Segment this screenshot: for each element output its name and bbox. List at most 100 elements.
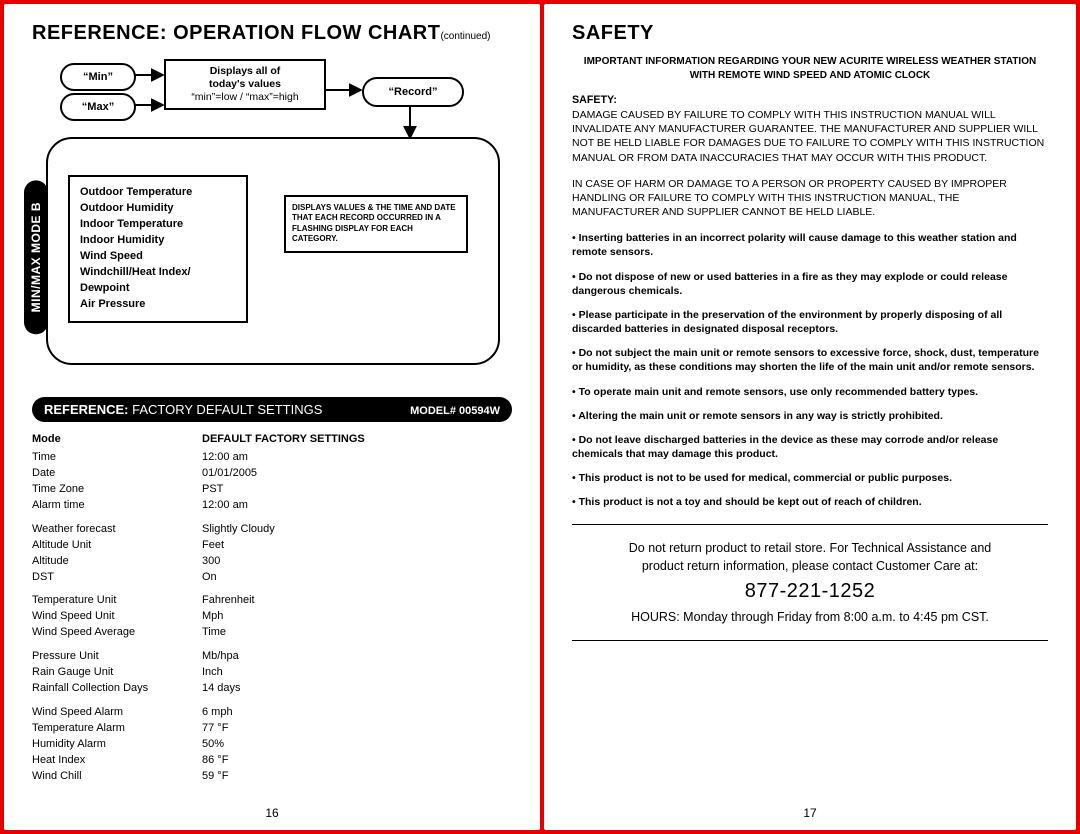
safety-p1: DAMAGE CAUSED BY FAILURE TO COMPLY WITH … bbox=[572, 108, 1048, 165]
title-left: REFERENCE: OPERATION FLOW CHART(continue… bbox=[32, 22, 512, 45]
defaults-reg: FACTORY DEFAULT SETTINGS bbox=[129, 402, 323, 417]
settings-mode: Rain Gauge Unit bbox=[32, 665, 202, 681]
page-right: SAFETY IMPORTANT INFORMATION REGARDING Y… bbox=[544, 4, 1076, 830]
settings-mode: Time Zone bbox=[32, 482, 202, 498]
settings-mode: Altitude bbox=[32, 554, 202, 570]
col-default: DEFAULT FACTORY SETTINGS bbox=[202, 432, 512, 448]
title-continued: (continued) bbox=[440, 31, 490, 42]
settings-mode: Wind Speed Alarm bbox=[32, 705, 202, 721]
settings-value: Mph bbox=[202, 609, 512, 625]
divider-bottom bbox=[572, 640, 1048, 641]
settings-value: 12:00 am bbox=[202, 498, 512, 514]
safety-bullet: • Do not dispose of new or used batterie… bbox=[572, 270, 1048, 298]
li: Dewpoint bbox=[80, 281, 236, 297]
settings-value: 300 bbox=[202, 554, 512, 570]
settings-row: Rain Gauge UnitInch bbox=[32, 665, 512, 681]
manual-spread: REFERENCE: OPERATION FLOW CHART(continue… bbox=[0, 0, 1080, 834]
defaults-model: MODEL# 00594W bbox=[410, 405, 500, 417]
settings-row: Altitude UnitFeet bbox=[32, 538, 512, 554]
settings-row: Date01/01/2005 bbox=[32, 466, 512, 482]
settings-value: Mb/hpa bbox=[202, 649, 512, 665]
settings-value: 77 °F bbox=[202, 721, 512, 737]
safety-bullet: • Inserting batteries in an incorrect po… bbox=[572, 231, 1048, 259]
display-l1: Displays all of bbox=[172, 65, 318, 78]
node-max: “Max” bbox=[60, 93, 136, 121]
safety-p2: IN CASE OF HARM OR DAMAGE TO A PERSON OR… bbox=[572, 177, 1048, 220]
settings-mode: Wind Chill bbox=[32, 769, 202, 785]
divider-top bbox=[572, 524, 1048, 525]
settings-value: PST bbox=[202, 482, 512, 498]
settings-mode: Altitude Unit bbox=[32, 538, 202, 554]
safety-bullet: • Please participate in the preservation… bbox=[572, 308, 1048, 336]
settings-row: Pressure UnitMb/hpa bbox=[32, 649, 512, 665]
settings-mode: Wind Speed Unit bbox=[32, 609, 202, 625]
settings-mode: DST bbox=[32, 570, 202, 586]
settings-value: On bbox=[202, 570, 512, 586]
settings-value: 12:00 am bbox=[202, 450, 512, 466]
page-number-right: 17 bbox=[544, 806, 1076, 820]
safety-subhead: SAFETY: bbox=[572, 94, 1048, 106]
contact-phone: 877-221-1252 bbox=[572, 577, 1048, 606]
settings-value: 01/01/2005 bbox=[202, 466, 512, 482]
safety-bullet: • Do not leave discharged batteries in t… bbox=[572, 433, 1048, 461]
settings-row: Wind Speed UnitMph bbox=[32, 609, 512, 625]
node-min: “Min” bbox=[60, 63, 136, 91]
settings-value: Slightly Cloudy bbox=[202, 522, 512, 538]
settings-row: Wind Chill59 °F bbox=[32, 769, 512, 785]
settings-mode: Temperature Unit bbox=[32, 593, 202, 609]
contact-l2: product return information, please conta… bbox=[572, 557, 1048, 575]
settings-value: 50% bbox=[202, 737, 512, 753]
settings-mode: Alarm time bbox=[32, 498, 202, 514]
settings-value: 59 °F bbox=[202, 769, 512, 785]
settings-mode: Pressure Unit bbox=[32, 649, 202, 665]
li: Outdoor Temperature bbox=[80, 185, 236, 201]
settings-row: Weather forecastSlightly Cloudy bbox=[32, 522, 512, 538]
settings-row: Rainfall Collection Days14 days bbox=[32, 681, 512, 697]
node-display: Displays all of today's values “min”=low… bbox=[164, 59, 326, 110]
settings-row: Altitude300 bbox=[32, 554, 512, 570]
col-mode: Mode bbox=[32, 432, 202, 448]
settings-value: Time bbox=[202, 625, 512, 641]
safety-bullet: • This product is not to be used for med… bbox=[572, 471, 1048, 485]
settings-row: Time ZonePST bbox=[32, 482, 512, 498]
settings-row: Alarm time12:00 am bbox=[32, 498, 512, 514]
li: Windchill/Heat Index/ bbox=[80, 265, 236, 281]
mode-tab: MIN/MAX MODE B bbox=[24, 180, 48, 334]
settings-row: DSTOn bbox=[32, 570, 512, 586]
settings-row: Humidity Alarm50% bbox=[32, 737, 512, 753]
safety-bullet: • Altering the main unit or remote senso… bbox=[572, 409, 1048, 423]
contact-hours: HOURS: Monday through Friday from 8:00 a… bbox=[572, 608, 1048, 626]
li: Outdoor Humidity bbox=[80, 201, 236, 217]
settings-mode: Humidity Alarm bbox=[32, 737, 202, 753]
contact-l1: Do not return product to retail store. F… bbox=[572, 539, 1048, 557]
settings-row: Wind Speed Alarm6 mph bbox=[32, 705, 512, 721]
safety-bullets: • Inserting batteries in an incorrect po… bbox=[572, 231, 1048, 509]
settings-table: Mode DEFAULT FACTORY SETTINGS Time12:00 … bbox=[32, 432, 512, 785]
category-list: Outdoor Temperature Outdoor Humidity Ind… bbox=[68, 175, 248, 323]
display-l2: today's values bbox=[172, 78, 318, 91]
settings-mode: Rainfall Collection Days bbox=[32, 681, 202, 697]
contact-block: Do not return product to retail store. F… bbox=[572, 539, 1048, 626]
safety-bullet: • To operate main unit and remote sensor… bbox=[572, 385, 1048, 399]
settings-row: Temperature UnitFahrenheit bbox=[32, 593, 512, 609]
node-record: “Record” bbox=[362, 77, 464, 107]
li: Air Pressure bbox=[80, 297, 236, 313]
safety-bullet: • This product is not a toy and should b… bbox=[572, 495, 1048, 509]
page-left: REFERENCE: OPERATION FLOW CHART(continue… bbox=[4, 4, 540, 830]
defaults-header: REFERENCE: FACTORY DEFAULT SETTINGS MODE… bbox=[32, 397, 512, 422]
flowchart: MIN/MAX MODE B “Min” “Max” Displays all … bbox=[32, 55, 512, 375]
li: Indoor Temperature bbox=[80, 217, 236, 233]
settings-value: Fahrenheit bbox=[202, 593, 512, 609]
defaults-title: REFERENCE: FACTORY DEFAULT SETTINGS bbox=[44, 402, 322, 417]
settings-row: Time12:00 am bbox=[32, 450, 512, 466]
settings-value: 6 mph bbox=[202, 705, 512, 721]
title-text: REFERENCE: OPERATION FLOW CHART bbox=[32, 22, 440, 44]
safety-bullet: • Do not subject the main unit or remote… bbox=[572, 346, 1048, 374]
title-right: SAFETY bbox=[572, 22, 1048, 45]
settings-mode: Weather forecast bbox=[32, 522, 202, 538]
settings-value: 86 °F bbox=[202, 753, 512, 769]
settings-mode: Heat Index bbox=[32, 753, 202, 769]
settings-mode: Wind Speed Average bbox=[32, 625, 202, 641]
defaults-bold: REFERENCE: bbox=[44, 402, 129, 417]
settings-mode: Date bbox=[32, 466, 202, 482]
